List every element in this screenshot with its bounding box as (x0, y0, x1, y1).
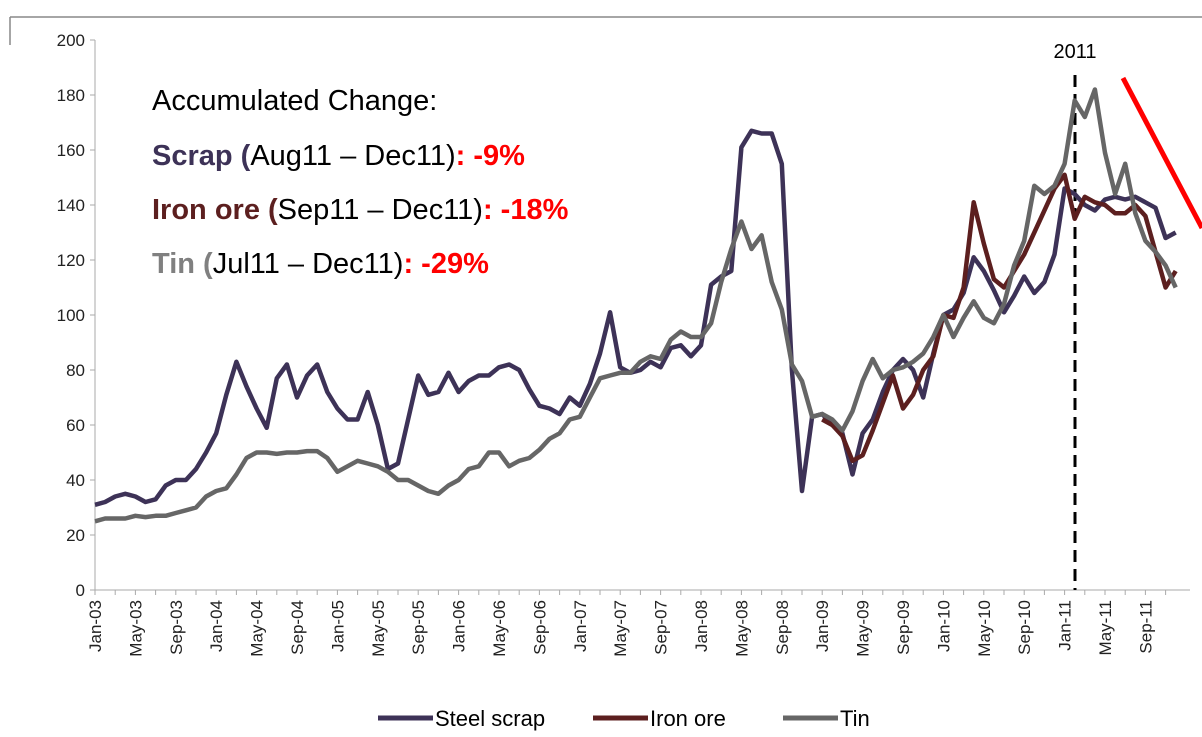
x-tick-label: May-09 (854, 600, 873, 657)
series-layer (94, 87, 1178, 524)
y-tick-label: 180 (57, 86, 85, 105)
x-tick-label: Jan-04 (207, 600, 226, 652)
y-tick-label: 40 (66, 471, 85, 490)
annotation-period: Jul11 – Dec11) (213, 248, 404, 280)
x-tick-label: Jan-09 (813, 600, 832, 652)
x-tick-label: Sep-05 (409, 600, 428, 655)
x-tick-label: Sep-10 (1015, 600, 1034, 655)
y-tick-label: 0 (76, 581, 85, 600)
y-tick-label: 160 (57, 141, 85, 160)
series-line (821, 172, 1178, 464)
x-tick-label: May-11 (1096, 600, 1115, 655)
legend-label: Iron ore (650, 706, 726, 731)
annotation-title: Accumulated Change: (152, 85, 437, 117)
y-tick-label: 60 (66, 416, 85, 435)
x-tick-label: May-07 (611, 600, 630, 657)
trend-arrow (1120, 76, 1202, 230)
x-tick-label: May-06 (490, 600, 509, 657)
x-tick-label: Jan-10 (934, 600, 953, 652)
y-tick-label: 20 (66, 526, 85, 545)
x-tick-label: Sep-07 (652, 600, 671, 655)
annotation-line: Iron ore (Sep11 – Dec11): -18% (152, 194, 569, 226)
annotation-series: Iron ore ( (152, 194, 278, 226)
annotation-change: : -29% (403, 248, 489, 280)
x-tick-label: Jan-11 (1056, 600, 1075, 651)
x-tick-label: Jan-06 (450, 600, 469, 652)
x-tick-label: Sep-09 (894, 600, 913, 655)
annotation-period: Sep11 – Dec11) (278, 194, 483, 226)
x-tick-label: Jan-03 (86, 600, 105, 652)
event-label: 2011 (1053, 41, 1096, 63)
annotation-period: Aug11 – Dec11) (250, 140, 455, 172)
annotation-series: Tin ( (152, 248, 213, 280)
y-tick-label: 120 (57, 251, 85, 270)
x-tick-label: Jan-08 (692, 600, 711, 652)
annotation-line: Scrap (Aug11 – Dec11): -9% (152, 140, 525, 172)
x-tick-label: Jan-07 (571, 600, 590, 652)
annotation-line: Tin (Jul11 – Dec11): -29% (152, 248, 489, 280)
annotation-change: : -18% (483, 194, 569, 226)
x-tick-label: May-03 (126, 600, 145, 657)
annotation-series: Scrap ( (152, 140, 251, 172)
y-tick-label: 80 (66, 361, 85, 380)
y-tick-label: 140 (57, 196, 85, 215)
x-tick-label: May-08 (732, 600, 751, 657)
x-tick-label: Sep-08 (773, 600, 792, 655)
y-tick-label: 100 (57, 306, 85, 325)
x-tick-label: May-04 (248, 600, 267, 657)
x-tick-label: Sep-03 (167, 600, 186, 655)
series-line (94, 128, 1177, 507)
y-tick-label: 200 (57, 31, 85, 50)
series-line (94, 87, 1178, 524)
x-tick-label: Sep-11 (1136, 600, 1155, 654)
legend: Steel scrap Iron ore Tin (378, 706, 870, 731)
x-tick-label: May-10 (975, 600, 994, 657)
annotation: Accumulated Change: Scrap (Aug11 – Dec11)… (152, 85, 569, 280)
legend-label: Tin (840, 706, 870, 731)
x-tick-label: May-05 (369, 600, 388, 657)
legend-label: Steel scrap (435, 706, 545, 731)
x-tick-label: Sep-06 (530, 600, 549, 655)
annotation-change: : -9% (456, 140, 526, 172)
x-tick-label: Jan-05 (328, 600, 347, 652)
x-tick-label: Sep-04 (288, 600, 307, 655)
